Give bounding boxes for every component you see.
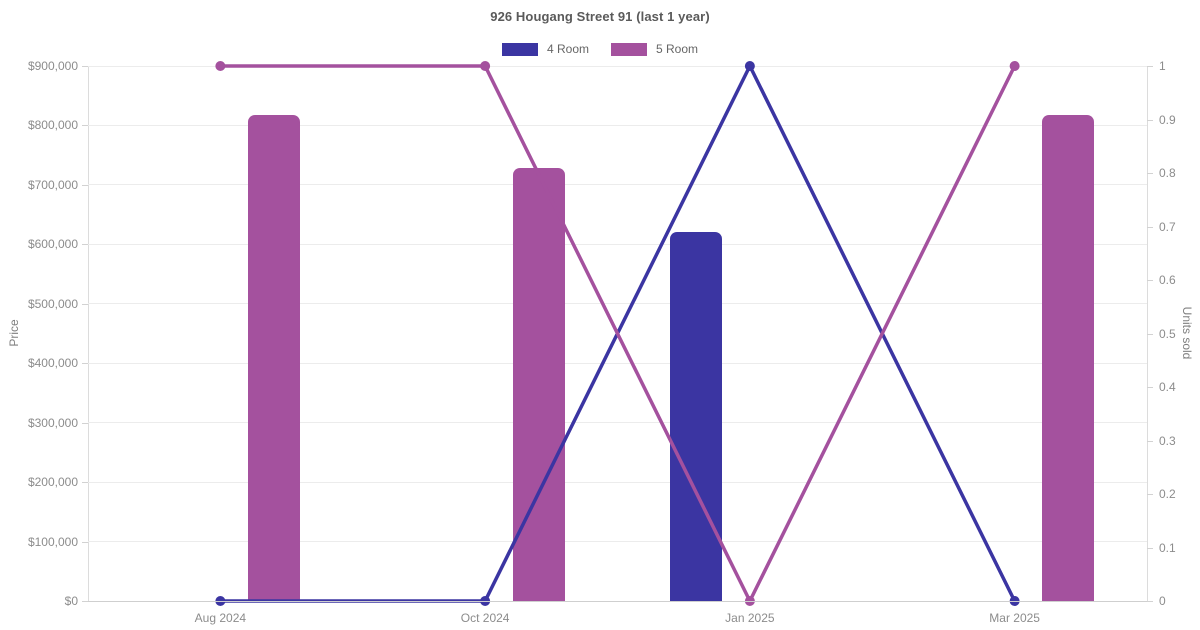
- x-tick-label-aug-2024: Aug 2024: [194, 611, 247, 625]
- y-right-tick-mark: [1147, 280, 1153, 281]
- y-right-tick-label: 0.2: [1159, 487, 1176, 501]
- gridline: [88, 65, 1147, 67]
- y-right-tick-mark: [1147, 226, 1153, 228]
- y-right-tick-label: 0.4: [1159, 380, 1176, 394]
- y-right-tick-label: 0.8: [1159, 166, 1176, 180]
- y-left-tick-mark: [82, 541, 88, 543]
- legend-label: 4 Room: [546, 42, 589, 56]
- legend-item-4-room[interactable]: 4 Room: [501, 42, 589, 56]
- legend-swatch-4-room: [501, 42, 538, 56]
- y-right-tick-mark: [1147, 601, 1153, 602]
- legend-swatch-5-room: [611, 42, 647, 56]
- y-left-tick-label: $200,000: [27, 475, 78, 490]
- x-tick-label-jan-2025: Jan 2025: [725, 611, 775, 625]
- y-left-tick-label: $800,000: [27, 118, 78, 133]
- y-left-tick-mark: [82, 422, 88, 424]
- point-5-room-aug-2024: [215, 61, 226, 71]
- bar-5-room-mar-2025: [1042, 114, 1095, 601]
- y-right-tick-label: 0.6: [1159, 273, 1176, 287]
- y-left-tick-label: $300,000: [27, 415, 78, 430]
- bar-5-room-aug-2024: [247, 114, 300, 601]
- x-tick-label-mar-2025: Mar 2025: [989, 611, 1040, 625]
- y-left-tick-label: $0: [64, 594, 78, 608]
- bar-4-room-jan-2025: [670, 232, 723, 601]
- gridline: [88, 481, 1147, 483]
- y-left-tick-label: $600,000: [27, 237, 78, 252]
- y-right-tick-label: 0.1: [1159, 540, 1176, 555]
- line-5-room: [218, 64, 1017, 603]
- legend-label: 5 Room: [656, 42, 699, 56]
- point-5-room-mar-2025: [1009, 61, 1020, 71]
- y-left-tick-mark: [82, 184, 88, 186]
- y-right-tick-mark: [1147, 440, 1153, 442]
- y-right-tick-label: 0: [1159, 594, 1166, 608]
- y-right-tick-mark: [1147, 119, 1153, 121]
- x-axis-border: [88, 601, 1148, 602]
- y-left-tick-mark: [82, 303, 88, 305]
- gridline: [88, 541, 1147, 543]
- y-left-tick-label: $500,000: [27, 296, 78, 311]
- y-right-tick-label: 1: [1159, 59, 1166, 73]
- plot-area: [88, 61, 1147, 606]
- y-right-tick-mark: [1147, 494, 1153, 495]
- y-right-tick-label: 0.9: [1159, 112, 1176, 127]
- point-4-room-jan-2025: [744, 61, 755, 71]
- y-left-tick-mark: [82, 482, 88, 484]
- x-tick-label-oct-2024: Oct 2024: [460, 611, 510, 625]
- gridline: [88, 303, 1147, 305]
- y-left-tick-mark: [82, 125, 88, 127]
- y-right-tick-label: 0.7: [1159, 219, 1176, 234]
- y-left-tick-mark: [82, 66, 88, 67]
- y-right-tick-label: 0.3: [1159, 433, 1176, 448]
- y-axis-left-title: Price: [7, 319, 21, 347]
- gridline: [88, 124, 1147, 126]
- y-left-tick-label: $100,000: [27, 534, 78, 549]
- y-axis-right-title: Units sold: [1180, 306, 1194, 360]
- gridline: [88, 243, 1147, 245]
- y-left-tick-mark: [82, 244, 88, 246]
- point-5-room-oct-2024: [480, 61, 491, 71]
- y-right-tick-mark: [1147, 66, 1153, 67]
- y-left-tick-mark: [82, 363, 88, 365]
- y-right-tick-label: 0.5: [1159, 326, 1176, 341]
- y-right-tick-mark: [1147, 333, 1153, 335]
- y-right-tick-mark: [1147, 547, 1153, 549]
- y-right-tick-mark: [1147, 173, 1153, 174]
- y-left-tick-label: $700,000: [27, 177, 78, 192]
- gridline: [88, 184, 1147, 186]
- chart-legend: 4 Room 5 Room: [0, 42, 1200, 56]
- line-layer: [215, 61, 1020, 606]
- gridline: [88, 422, 1147, 424]
- y-axis-left-border: [88, 66, 89, 601]
- y-left-tick-label: $900,000: [27, 59, 78, 73]
- legend-item-5-room[interactable]: 5 Room: [611, 42, 698, 56]
- y-left-tick-mark: [82, 601, 88, 602]
- gridline: [88, 362, 1147, 364]
- y-left-tick-label: $400,000: [27, 356, 78, 371]
- chart-title: 926 Hougang Street 91 (last 1 year): [490, 9, 710, 24]
- y-right-tick-mark: [1147, 387, 1153, 388]
